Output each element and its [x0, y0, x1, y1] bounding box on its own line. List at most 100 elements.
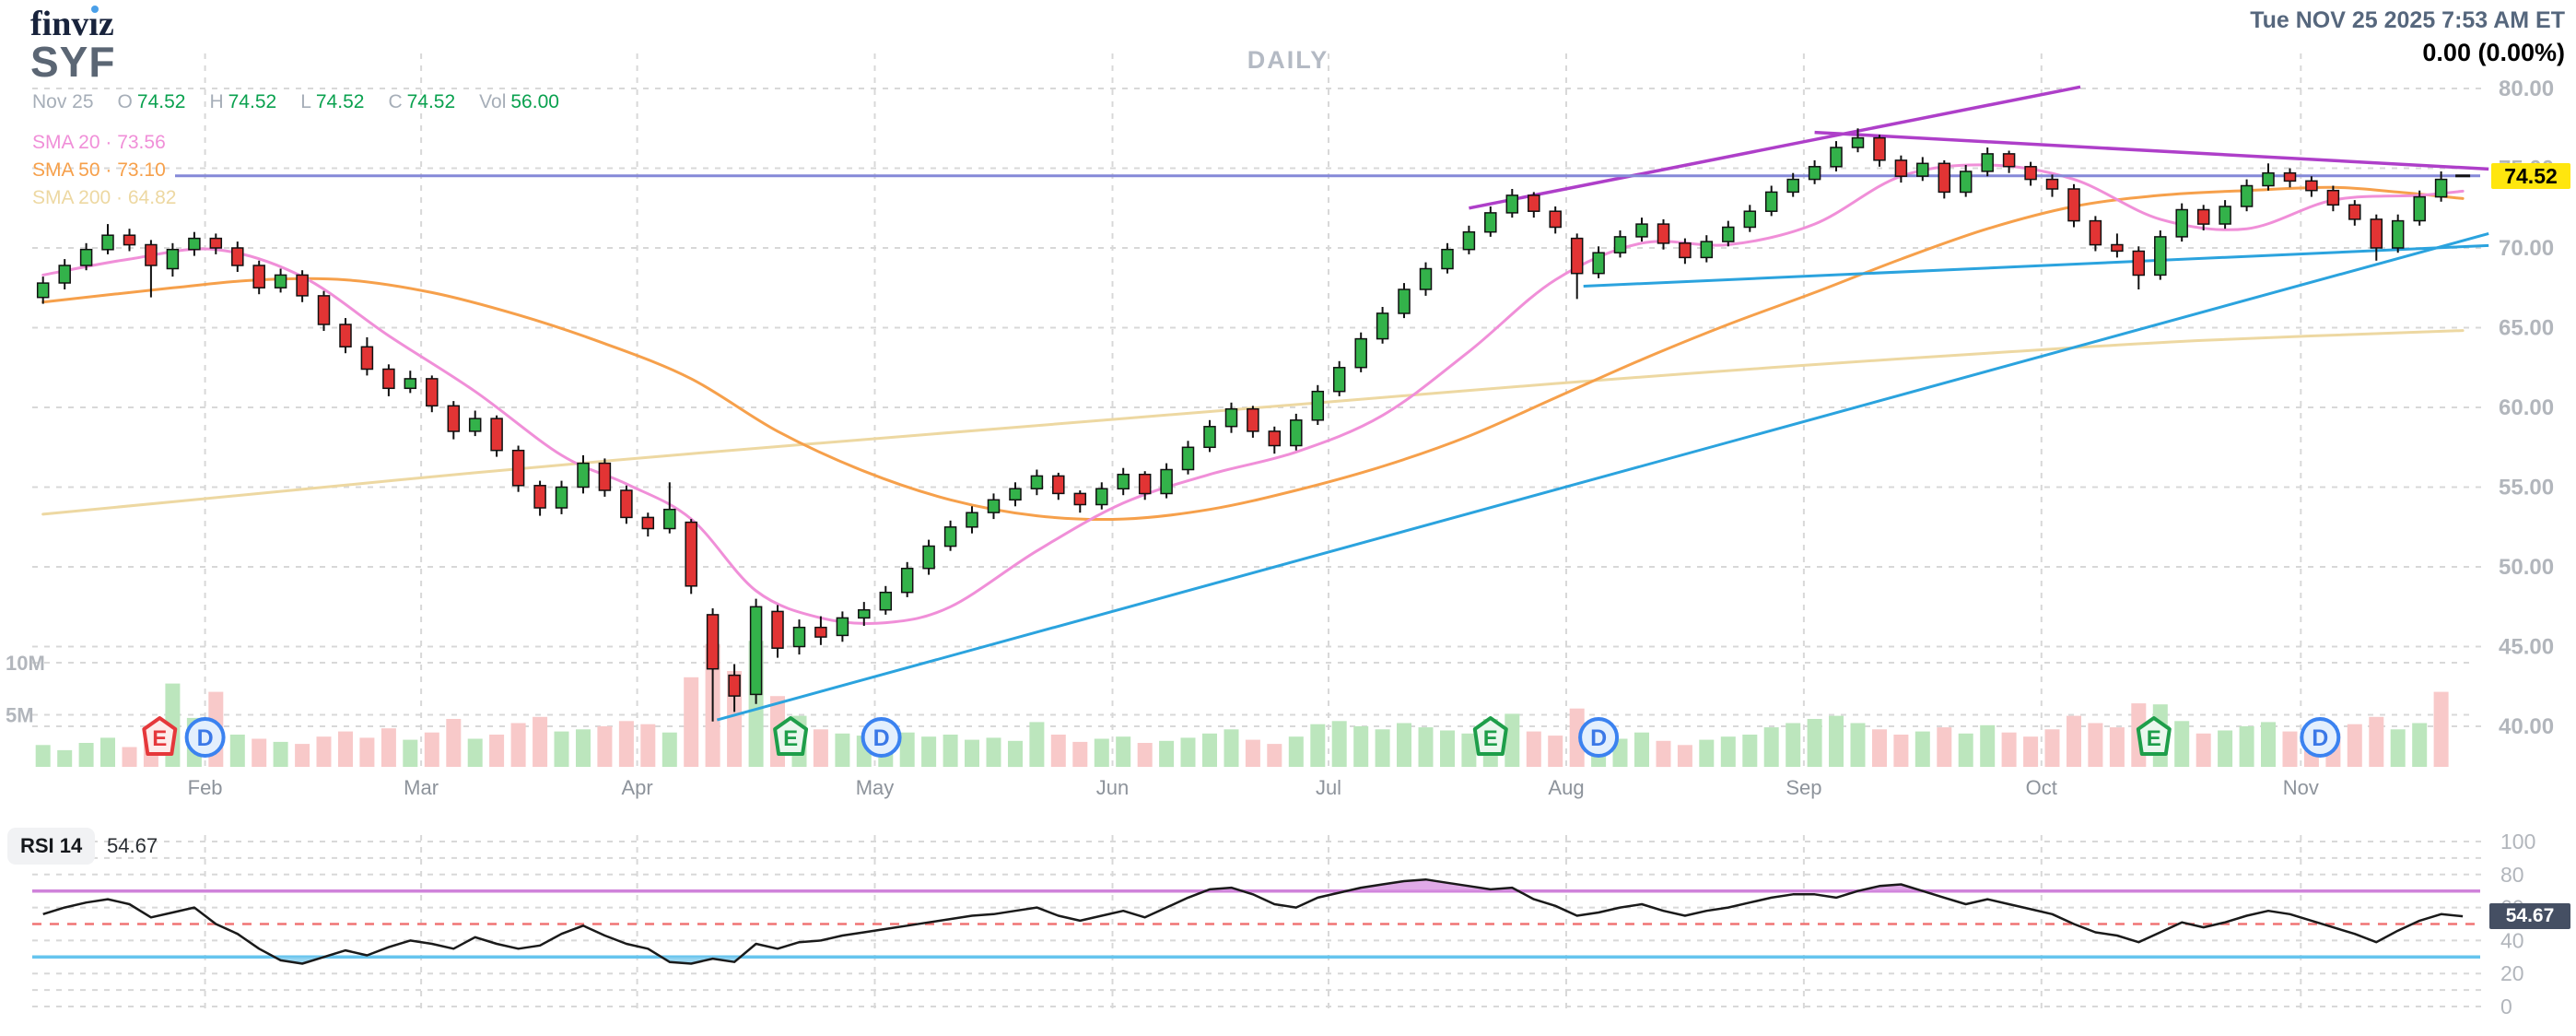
volume-bar [1267, 744, 1282, 767]
volume-bar [2195, 733, 2211, 767]
earnings-marker-icon[interactable]: E [2136, 716, 2172, 756]
volume-bar [813, 729, 828, 767]
volume-bar [1202, 733, 1217, 767]
dividend-marker-icon[interactable]: D [2300, 717, 2341, 758]
candle-down [2348, 204, 2361, 220]
candle-up [2391, 219, 2405, 249]
current-price-badge: 74.52 [2491, 163, 2570, 189]
volume-bar [2347, 724, 2362, 767]
volume-bar [1310, 724, 1326, 767]
volume-bar [1763, 727, 1779, 767]
volume-bar [1008, 740, 1023, 768]
volume-bar [1159, 740, 1175, 768]
candle-down [209, 237, 223, 249]
candlestick-chart[interactable]: 80.0075.0070.0065.0060.0055.0050.0045.00… [0, 0, 2576, 820]
finviz-logo[interactable]: finvız [30, 5, 114, 43]
volume-bar [1720, 736, 1736, 767]
volume-bar [2282, 731, 2298, 767]
rsi-overbought-fill [1205, 879, 1923, 891]
candle-down [1549, 210, 1562, 229]
legend-vol: Vol 56.00 [479, 91, 559, 112]
volume-bar [1137, 743, 1153, 767]
candle-up [1700, 241, 1714, 259]
month-axis-label: Jul [1316, 776, 1341, 799]
candle-down [2067, 188, 2080, 222]
dividend-marker-icon[interactable]: D [184, 717, 226, 758]
candle-down [1073, 492, 1087, 506]
volume-bar [1699, 739, 1715, 767]
rsi-label-pill[interactable]: RSI 14 [7, 828, 96, 865]
candle-down [490, 418, 503, 452]
candle-up [1722, 226, 1735, 242]
candle-down [685, 521, 697, 587]
volume-bar [2433, 691, 2449, 767]
sma-legend-row-3[interactable]: SMA 200 · 64.82 [32, 187, 177, 208]
timeframe-label: DAILY [1247, 46, 1329, 74]
candle-up [1959, 171, 1973, 194]
volume-bar [1353, 725, 1369, 767]
candle-up [404, 378, 417, 390]
trendline-ascending-resistance [1469, 85, 2081, 210]
legend-date: Nov 25 [32, 91, 94, 112]
earnings-marker-icon[interactable]: E [1472, 716, 1508, 756]
rsi-axis-label: 100 [2500, 830, 2535, 854]
candle-down [771, 610, 784, 649]
candle-up [900, 567, 914, 594]
candle-up [966, 512, 978, 528]
candle-down [1657, 223, 1670, 244]
volume-bar [403, 739, 418, 767]
candle-up [274, 274, 287, 288]
dividend-marker-icon[interactable]: D [1578, 717, 1620, 758]
volume-bar [1634, 732, 1649, 767]
candle-up [2175, 208, 2188, 238]
candle-up [2262, 171, 2275, 187]
candle-up [792, 626, 806, 648]
candle-down [598, 462, 612, 491]
month-axis-label: Oct [2026, 776, 2057, 799]
volume-bar [1742, 735, 1758, 767]
candle-up [1786, 178, 1799, 194]
sma-legend-row-2[interactable]: SMA 50 · 73.10 [32, 159, 166, 181]
svg-text:E: E [152, 726, 167, 751]
volume-bar [100, 737, 115, 767]
rsi-axis-label: 40 [2500, 928, 2524, 952]
candle-down [1247, 407, 1259, 432]
earnings-marker-icon[interactable]: E [773, 716, 809, 756]
price-axis-label: 70.00 [2499, 236, 2554, 261]
candle-down [2111, 243, 2124, 253]
candle-up [1117, 473, 1130, 490]
earnings-marker-icon[interactable]: E [142, 716, 178, 756]
legend-l: L 74.52 [300, 91, 365, 112]
candle-down [706, 614, 720, 670]
candle-up [1376, 312, 1389, 340]
candle-doji [2455, 174, 2471, 178]
candle-down [2045, 178, 2059, 190]
trendline-support-from-april-low [716, 231, 2489, 722]
volume-bar [2088, 723, 2103, 767]
candle-down [2089, 219, 2102, 246]
volume-bar [78, 743, 94, 767]
volume-bar [1914, 731, 1930, 767]
candle-up [166, 248, 180, 270]
volume-bar [1440, 730, 1455, 767]
sma-legend-row-1[interactable]: SMA 20 · 73.56 [32, 132, 166, 153]
svg-text:E: E [2147, 726, 2161, 751]
rsi-indicator-chart[interactable]: 100806040200 [0, 820, 2576, 1036]
volume-bar [1526, 731, 1541, 767]
candle-up [58, 265, 71, 284]
volume-bar [1094, 738, 1109, 767]
dividend-marker-icon[interactable]: D [861, 717, 902, 758]
price-axis-label: 55.00 [2499, 476, 2554, 500]
month-axis-label: Nov [2283, 776, 2319, 799]
candle-up [943, 526, 957, 547]
svg-text:D: D [2312, 725, 2328, 751]
candle-down [2370, 218, 2383, 249]
svg-text:E: E [783, 726, 798, 751]
candle-down [2024, 166, 2037, 181]
volume-bar [597, 725, 613, 767]
sma20-line [41, 163, 2465, 625]
volume-bar [1116, 736, 1131, 767]
price-axis-label: 40.00 [2499, 714, 2554, 739]
price-axis-label: 50.00 [2499, 555, 2554, 580]
candle-up [1030, 475, 1044, 489]
